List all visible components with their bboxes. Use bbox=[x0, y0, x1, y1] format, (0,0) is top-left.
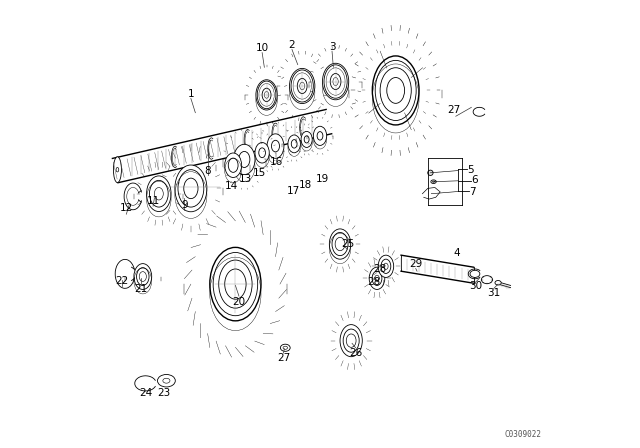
Text: 25: 25 bbox=[341, 239, 354, 249]
Ellipse shape bbox=[271, 140, 280, 152]
Text: 2: 2 bbox=[289, 40, 295, 50]
Text: 15: 15 bbox=[253, 168, 266, 178]
Ellipse shape bbox=[304, 136, 309, 143]
Ellipse shape bbox=[147, 176, 171, 211]
Text: 12: 12 bbox=[120, 203, 133, 213]
Text: 18: 18 bbox=[299, 180, 312, 190]
Ellipse shape bbox=[255, 142, 269, 163]
Ellipse shape bbox=[346, 334, 356, 347]
Ellipse shape bbox=[113, 157, 122, 183]
Text: 17: 17 bbox=[287, 185, 300, 196]
Ellipse shape bbox=[289, 69, 315, 103]
Text: 30: 30 bbox=[469, 281, 483, 291]
Ellipse shape bbox=[134, 263, 152, 289]
Ellipse shape bbox=[228, 158, 238, 172]
Text: 7: 7 bbox=[469, 187, 476, 197]
Ellipse shape bbox=[369, 267, 385, 289]
Ellipse shape bbox=[234, 144, 255, 175]
Ellipse shape bbox=[323, 63, 349, 100]
Text: 29: 29 bbox=[409, 259, 422, 269]
Ellipse shape bbox=[259, 148, 266, 158]
Text: 27: 27 bbox=[447, 105, 460, 116]
Ellipse shape bbox=[470, 270, 480, 277]
Ellipse shape bbox=[267, 134, 284, 158]
Ellipse shape bbox=[239, 151, 250, 168]
Text: 5: 5 bbox=[467, 165, 474, 175]
Text: 22: 22 bbox=[115, 276, 129, 286]
Text: 10: 10 bbox=[255, 43, 269, 53]
Ellipse shape bbox=[291, 140, 297, 148]
Text: 13: 13 bbox=[239, 174, 252, 185]
Ellipse shape bbox=[157, 375, 175, 387]
Ellipse shape bbox=[314, 126, 326, 146]
Ellipse shape bbox=[378, 255, 394, 277]
Text: 20: 20 bbox=[232, 297, 246, 307]
Ellipse shape bbox=[225, 153, 242, 177]
Text: 4: 4 bbox=[454, 248, 460, 258]
Text: 1: 1 bbox=[188, 89, 194, 99]
Ellipse shape bbox=[317, 132, 323, 140]
Text: C0309022: C0309022 bbox=[505, 430, 541, 439]
Text: 28: 28 bbox=[368, 277, 381, 287]
Text: 9: 9 bbox=[181, 200, 188, 210]
Ellipse shape bbox=[175, 165, 207, 212]
Text: 8: 8 bbox=[205, 166, 211, 176]
Ellipse shape bbox=[210, 247, 261, 321]
Ellipse shape bbox=[280, 344, 290, 351]
Ellipse shape bbox=[301, 131, 312, 147]
Text: 26: 26 bbox=[349, 348, 362, 358]
Text: 27: 27 bbox=[277, 353, 290, 363]
Text: 11: 11 bbox=[147, 196, 159, 206]
Ellipse shape bbox=[335, 237, 345, 251]
Text: 21: 21 bbox=[134, 284, 148, 293]
Text: 23: 23 bbox=[157, 388, 171, 398]
Ellipse shape bbox=[431, 180, 436, 184]
Ellipse shape bbox=[256, 80, 277, 110]
Ellipse shape bbox=[340, 325, 362, 357]
Text: 31: 31 bbox=[487, 288, 500, 298]
Text: 14: 14 bbox=[225, 181, 239, 191]
Ellipse shape bbox=[298, 78, 307, 94]
Ellipse shape bbox=[372, 56, 419, 125]
Ellipse shape bbox=[330, 73, 341, 90]
Ellipse shape bbox=[184, 178, 198, 198]
Ellipse shape bbox=[219, 260, 252, 308]
Ellipse shape bbox=[288, 135, 300, 153]
Text: 28: 28 bbox=[374, 264, 387, 275]
Ellipse shape bbox=[262, 88, 271, 102]
Text: 6: 6 bbox=[472, 175, 478, 185]
Ellipse shape bbox=[330, 229, 351, 259]
Ellipse shape bbox=[495, 280, 501, 285]
Text: 24: 24 bbox=[140, 388, 153, 398]
Text: 3: 3 bbox=[329, 42, 335, 52]
Text: 19: 19 bbox=[316, 173, 329, 184]
Ellipse shape bbox=[428, 170, 433, 176]
Text: 16: 16 bbox=[269, 157, 283, 167]
Ellipse shape bbox=[481, 276, 493, 284]
Ellipse shape bbox=[380, 68, 412, 113]
